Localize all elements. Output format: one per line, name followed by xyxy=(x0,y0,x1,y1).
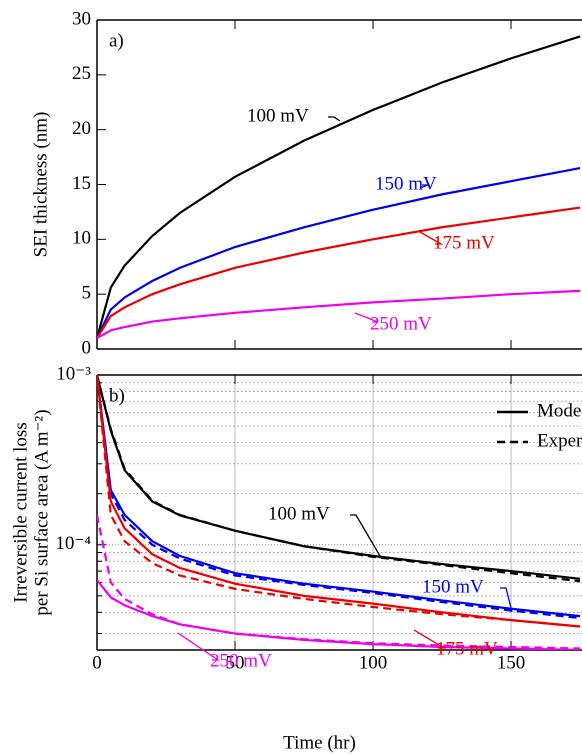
panel: 10⁻³ 10⁻⁴ 0 50 100 150 100 mV 150 mV 175 mV 250 m… xyxy=(10,363,582,753)
y-tick-label: 0 xyxy=(82,337,92,358)
y-tick-label: 10⁻⁴ xyxy=(55,533,91,554)
series-label: 250 mV xyxy=(210,650,272,671)
x-tick-label: 100 xyxy=(359,652,388,673)
x-axis-label: Time (hr) xyxy=(283,732,356,753)
series-label: 175 mV xyxy=(433,232,495,253)
y-tick-label: 20 xyxy=(72,118,91,139)
leader-line xyxy=(419,184,429,189)
series-line xyxy=(97,166,581,339)
series-line xyxy=(97,35,581,339)
y-tick-label: 10 xyxy=(72,228,91,249)
leader-line xyxy=(177,632,221,661)
panel-label: a) xyxy=(109,30,124,51)
series-line xyxy=(97,375,581,620)
leader-line xyxy=(413,629,447,649)
leader-line xyxy=(354,312,379,323)
series-label: 150 mV xyxy=(422,576,484,597)
series-label: 100 mV xyxy=(247,105,309,126)
series-label: 175 mV xyxy=(436,638,498,659)
series-label: 100 mV xyxy=(268,503,330,524)
plot-area xyxy=(97,375,581,650)
series-line xyxy=(97,514,581,650)
series-line xyxy=(97,289,581,339)
x-tick-label: 50 xyxy=(226,652,245,673)
y-tick-label: 10⁻³ xyxy=(56,363,91,384)
y-tick-label: 5 xyxy=(82,283,92,304)
y-tick-label: 30 xyxy=(72,8,91,29)
x-tick-label: 150 xyxy=(497,652,526,673)
legend-label: Model xyxy=(537,400,582,421)
leader-line xyxy=(500,587,513,613)
series-line xyxy=(97,206,581,339)
series-label: 150 mV xyxy=(375,173,437,194)
panel-label: b) xyxy=(109,385,125,406)
y-tick-label: 15 xyxy=(72,173,91,194)
y-axis-label: Irreversible current loss xyxy=(10,422,31,602)
series-line xyxy=(97,375,581,628)
panel: 0 5 10 15 20 25 30 100 mV 150 mV 175 mV 250 mV a) SE… xyxy=(30,8,582,358)
leader-line xyxy=(419,231,444,245)
series-line xyxy=(97,375,581,628)
y-axis-label: per Si surface area (A m⁻²) xyxy=(31,409,52,615)
plot-area xyxy=(97,35,581,339)
series-line xyxy=(97,375,581,583)
series-line xyxy=(97,375,581,618)
y-axis-label: SEI thickness (nm) xyxy=(30,112,51,258)
y-tick-label: 25 xyxy=(72,63,91,84)
series-line xyxy=(97,579,581,650)
leader-line xyxy=(350,514,381,557)
x-tick-label: 0 xyxy=(92,652,102,673)
series-line xyxy=(97,375,581,580)
leader-line xyxy=(328,116,341,122)
series-label: 250 mV xyxy=(370,313,432,334)
legend-label: Experiment xyxy=(537,430,582,451)
